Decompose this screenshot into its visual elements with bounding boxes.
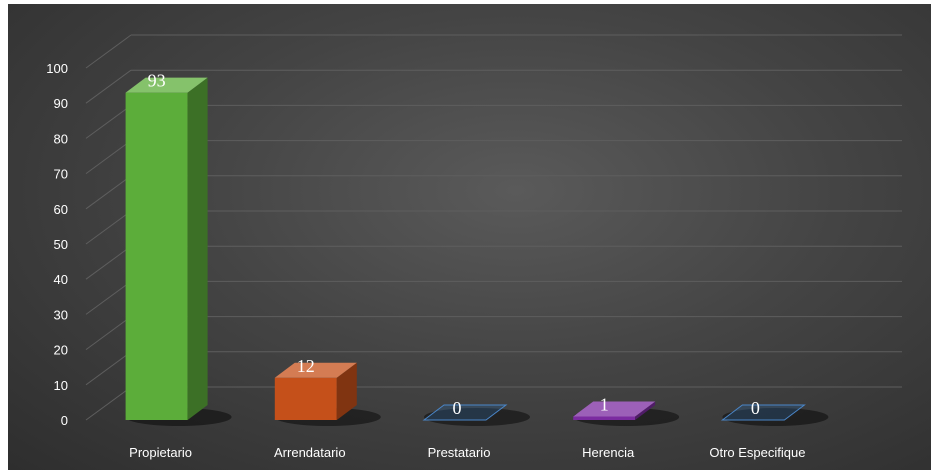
y-tick-label: 70 — [54, 167, 68, 182]
x-tick-label: Otro Especifique — [709, 445, 805, 460]
gridline-side — [85, 280, 132, 315]
bar — [573, 416, 636, 420]
data-label: 0 — [751, 398, 760, 418]
gridline-side — [85, 386, 132, 421]
data-label: 12 — [297, 356, 315, 376]
y-tick-label: 30 — [54, 307, 68, 322]
data-label: 0 — [453, 398, 462, 418]
bar-top — [274, 362, 357, 378]
data-label: 93 — [148, 71, 166, 91]
y-tick-label: 50 — [54, 237, 68, 252]
bar-top — [573, 401, 656, 417]
y-tick-label: 10 — [54, 378, 68, 393]
x-tick-label: Arrendatario — [274, 445, 346, 460]
bar — [720, 404, 806, 421]
bar-shadow — [424, 408, 530, 426]
gridline-side — [85, 140, 132, 175]
bar — [274, 377, 337, 420]
gridline-side — [85, 245, 132, 280]
gridline-side — [85, 34, 132, 69]
bar — [125, 92, 188, 420]
data-label: 1 — [600, 394, 609, 414]
bar-top — [125, 77, 208, 93]
y-tick-label: 100 — [46, 61, 68, 76]
gridline-side — [85, 210, 132, 245]
y-tick-label: 0 — [61, 413, 68, 428]
bar-side — [336, 362, 357, 420]
gridline-side — [85, 316, 132, 351]
bar-shadow — [722, 408, 829, 426]
x-tick-label: Propietario — [129, 445, 192, 460]
y-tick-label: 80 — [54, 131, 68, 146]
gridline-side — [85, 69, 132, 104]
bar-side — [187, 77, 208, 420]
gridline-side — [85, 104, 132, 139]
bar — [422, 404, 508, 421]
x-tick-label: Herencia — [582, 445, 635, 460]
x-tick-label: Prestatario — [428, 445, 491, 460]
gridline-side — [85, 175, 132, 210]
gridline-side — [85, 351, 132, 386]
bar-side — [635, 401, 656, 420]
y-tick-label: 20 — [54, 343, 68, 358]
y-tick-label: 40 — [54, 272, 68, 287]
y-tick-label: 90 — [54, 96, 68, 111]
y-tick-label: 60 — [54, 202, 68, 217]
